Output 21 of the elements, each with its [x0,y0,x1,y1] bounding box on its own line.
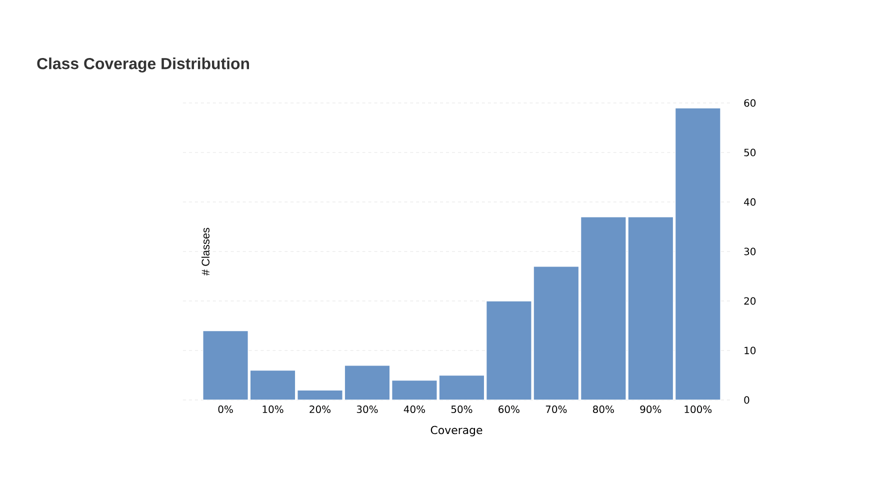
x-tick-label: 20% [310,405,331,414]
y-tick-label: 40 [744,198,756,206]
x-tick-label: 10% [262,405,284,414]
x-axis-title: Coverage [430,426,482,436]
x-tick-label: 70% [546,405,567,414]
x-tick-label: 0% [218,405,233,414]
chart-title: Class Coverage Distribution [37,58,249,72]
y-tick-label: 30 [744,248,756,256]
x-tick-label: 30% [356,405,378,414]
x-tick-label: 60% [498,405,520,414]
x-tick-label: 90% [640,405,662,414]
y-tick-label: 50 [744,148,756,156]
y-axis-title: # Classes [201,228,210,276]
y-tick-label: 10 [744,346,756,354]
y-tick-label: 0 [744,396,750,404]
y-tick-label: 60 [744,99,756,107]
y-tick-label: 20 [744,297,756,305]
x-tick-label: 80% [593,405,614,414]
x-tick-label: 40% [404,405,425,414]
x-tick-label: 50% [451,405,472,414]
x-tick-label: 100% [684,405,712,414]
